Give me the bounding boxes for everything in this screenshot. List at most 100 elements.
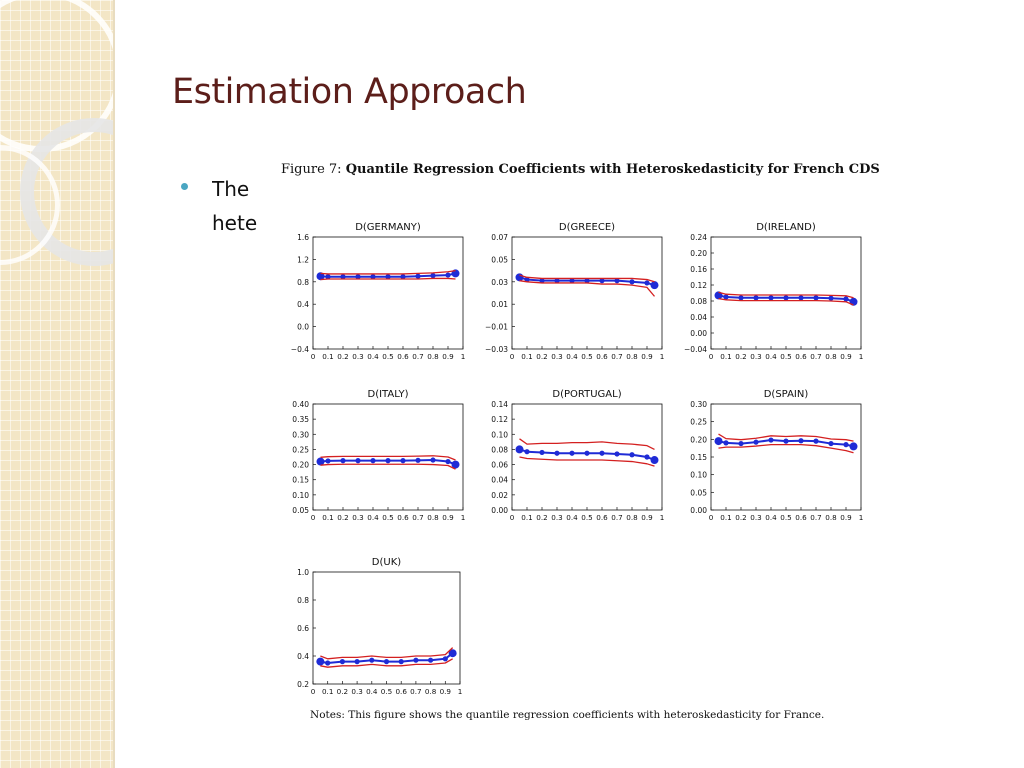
y-tick-label: 0.00 xyxy=(690,329,707,338)
y-tick-label: 0.08 xyxy=(690,297,707,306)
estimate-point xyxy=(723,440,729,446)
x-tick-label: 0.3 xyxy=(750,352,761,361)
estimate-point xyxy=(448,649,457,658)
estimate-point xyxy=(813,295,819,301)
y-tick-label: 0.12 xyxy=(491,415,508,424)
estimate-point xyxy=(798,438,804,444)
x-tick-label: 0.5 xyxy=(780,352,791,361)
estimate-point xyxy=(316,657,325,666)
figure-caption-prefix: Figure 7: xyxy=(281,162,342,177)
x-tick-label: 0.9 xyxy=(840,513,852,522)
estimate-point xyxy=(843,442,849,448)
x-tick-label: 0.6 xyxy=(795,352,807,361)
y-tick-label: 0.25 xyxy=(292,445,309,454)
estimate-point xyxy=(413,657,419,663)
figure-image: Figure 7: Quantile Regression Coefficien… xyxy=(268,156,884,736)
x-tick-label: 0.1 xyxy=(322,352,333,361)
y-tick-label: 0.40 xyxy=(292,400,309,409)
band-lower-line xyxy=(320,277,456,281)
x-tick-label: 1 xyxy=(859,513,864,522)
figure-caption-title: Quantile Regression Coefficients with He… xyxy=(345,162,880,177)
y-tick-label: 0.20 xyxy=(690,435,707,444)
y-tick-label: 0.00 xyxy=(690,506,707,515)
estimate-point xyxy=(430,273,436,279)
x-tick-label: 0.4 xyxy=(367,513,379,522)
estimate-point xyxy=(325,458,331,464)
y-tick-label: 1.0 xyxy=(297,568,309,577)
x-tick-label: 0.5 xyxy=(381,687,392,696)
plot-frame xyxy=(710,403,862,511)
y-tick-label: 0.01 xyxy=(491,300,508,309)
y-tick-label: 0.30 xyxy=(292,430,309,439)
estimate-point xyxy=(584,450,590,456)
x-tick-label: 0.4 xyxy=(765,352,777,361)
y-tick-label: 0.07 xyxy=(491,233,508,242)
x-tick-label: 0.4 xyxy=(765,513,777,522)
estimate-point xyxy=(355,274,361,280)
estimate-point xyxy=(584,278,590,284)
x-tick-label: 1 xyxy=(461,352,466,361)
band-lower-line xyxy=(718,443,854,454)
x-tick-label: 0.3 xyxy=(551,352,562,361)
x-tick-label: 0.3 xyxy=(352,352,363,361)
x-tick-label: 0 xyxy=(709,352,714,361)
estimate-point xyxy=(723,294,729,300)
x-tick-label: 0.5 xyxy=(581,513,592,522)
plot-frame xyxy=(511,403,663,511)
y-tick-label: 0.03 xyxy=(491,278,508,287)
x-tick-label: 0.4 xyxy=(366,687,378,696)
estimate-point xyxy=(325,274,331,280)
y-tick-label: 0.05 xyxy=(292,506,309,515)
estimate-point xyxy=(768,437,774,443)
estimate-point xyxy=(738,295,744,301)
y-tick-label: 0.10 xyxy=(491,430,508,439)
x-tick-label: 0.7 xyxy=(412,513,423,522)
estimate-point xyxy=(515,445,524,454)
estimate-point xyxy=(813,438,819,444)
x-tick-label: 0.1 xyxy=(322,687,333,696)
chart-title: D(GERMANY) xyxy=(355,222,421,233)
x-tick-label: 0.2 xyxy=(536,352,547,361)
quantile-charts: D(GERMANY)−0.40.00.40.81.21.60 0.1 0.2 0.3 0… xyxy=(291,222,864,696)
chart-title: D(IRELAND) xyxy=(756,222,816,233)
band-upper-line xyxy=(718,433,854,442)
estimate-point xyxy=(354,659,360,665)
figure-caption: Figure 7: Quantile Regression Coefficien… xyxy=(281,162,880,177)
x-tick-label: 0.9 xyxy=(840,352,852,361)
y-tick-label: 0.8 xyxy=(297,278,309,287)
x-tick-label: 0 xyxy=(510,513,515,522)
estimate-point xyxy=(539,278,545,284)
chart-panel: D(SPAIN) 0.00 0.05 0.10 0.15 0.20 0.25 0.30 0 0.1… xyxy=(690,389,863,522)
x-tick-label: 0.8 xyxy=(825,352,837,361)
y-tick-label: 0.15 xyxy=(292,476,309,485)
plot-frame xyxy=(312,571,461,685)
x-tick-label: 0.7 xyxy=(412,352,423,361)
estimate-point xyxy=(370,274,376,280)
y-tick-label: 0.8 xyxy=(297,596,309,605)
estimate-point xyxy=(614,451,620,457)
x-tick-label: 0.2 xyxy=(337,352,348,361)
estimate-point xyxy=(383,659,390,665)
x-tick-label: 0.2 xyxy=(735,513,746,522)
estimate-point xyxy=(783,438,789,444)
estimate-point xyxy=(843,296,849,302)
x-tick-label: 0.3 xyxy=(750,513,761,522)
x-tick-label: 1 xyxy=(859,352,864,361)
estimate-point xyxy=(355,458,361,464)
x-tick-label: 0.7 xyxy=(810,513,821,522)
slide-title: Estimation Approach xyxy=(172,72,527,112)
x-tick-label: 0.9 xyxy=(440,687,452,696)
y-tick-label: 0.10 xyxy=(292,491,309,500)
estimate-point xyxy=(539,449,545,456)
chart-title: D(SPAIN) xyxy=(764,389,809,400)
estimate-point xyxy=(316,457,325,466)
estimate-point xyxy=(768,295,774,301)
estimate-point xyxy=(445,272,451,278)
x-tick-label: 0.3 xyxy=(551,513,562,522)
x-tick-label: 0.9 xyxy=(641,352,653,361)
estimate-point xyxy=(849,442,858,451)
estimate-point xyxy=(714,437,723,446)
figure-notes: Notes: This figure shows the quantile re… xyxy=(310,709,825,721)
chart-panel: D(IRELAND)−0.040.000.040.080.120.160.200… xyxy=(684,222,863,361)
estimate-point xyxy=(442,656,448,662)
